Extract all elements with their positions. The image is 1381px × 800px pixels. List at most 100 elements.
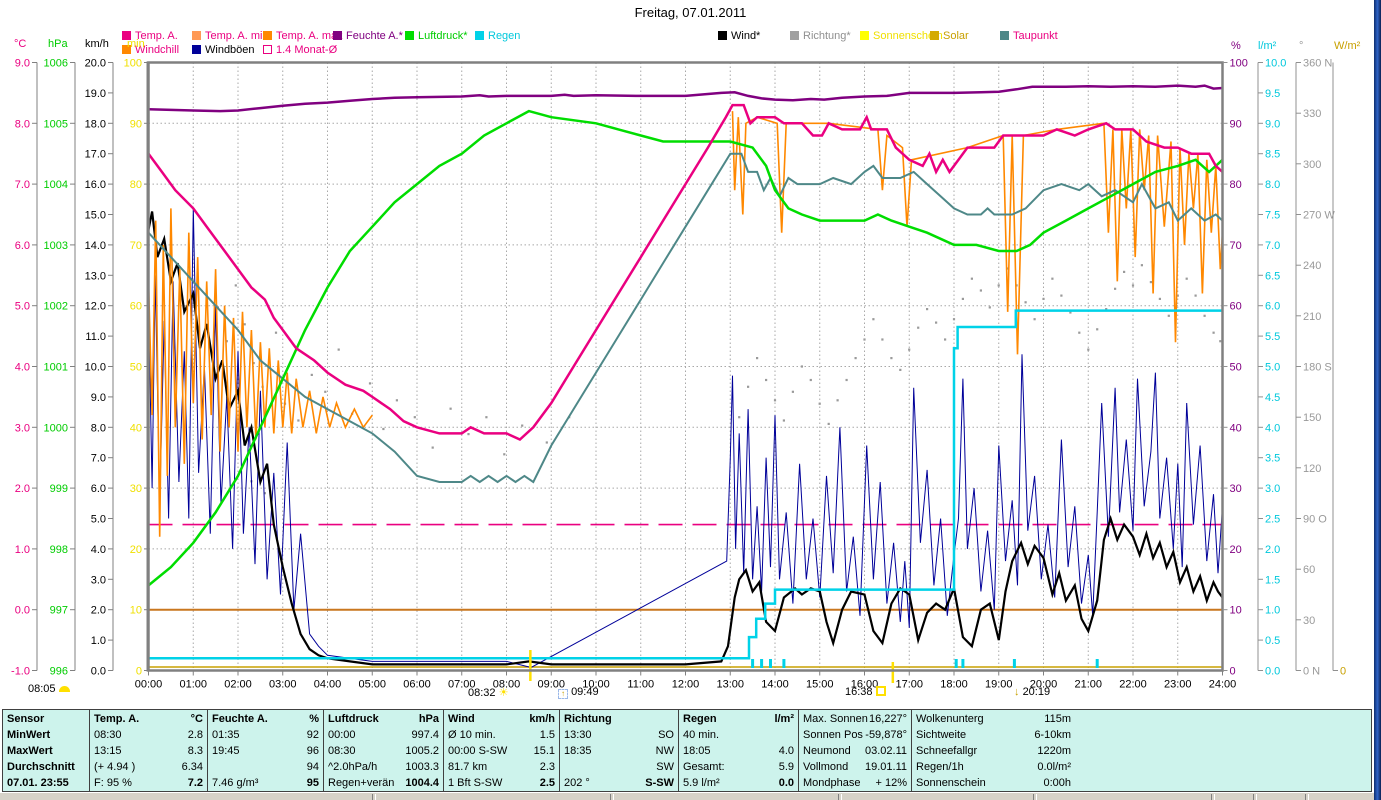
series-wind [147,211,1224,666]
legend-swatch-icon [192,31,201,40]
svg-text:8.0: 8.0 [91,422,106,434]
series-taupunkt [147,152,1224,484]
svg-text:1003: 1003 [44,240,68,252]
legend-swatch-icon [718,31,727,40]
svg-text:70: 70 [1230,240,1242,252]
svg-text:3.0: 3.0 [15,422,30,434]
svg-text:0.0: 0.0 [91,666,106,678]
table-cell: Sonnen Pos [803,729,863,741]
legend-swatch-icon [1000,31,1009,40]
table-cell: Regen/1h [916,761,964,773]
svg-text:7.0: 7.0 [91,453,106,465]
svg-text:1004: 1004 [44,179,68,191]
table-row: MinWert [7,727,85,743]
table-column-feuchte-a-: Feuchte A.% 01:35 92 19:45 96 94 7.46 g/m³ 95 [207,710,323,791]
table-cell: 2.8 [187,729,203,741]
table-cell: ^2.0hPa/h [328,761,378,773]
svg-text:360 N: 360 N [1303,58,1332,70]
svg-text:07:00: 07:00 [448,679,476,691]
legend-label: Taupunkt [1013,30,1058,42]
svg-text:50: 50 [1230,362,1242,374]
table-cell: 00:00 S-SW [448,745,508,757]
report-time: 08:05 [28,683,70,695]
axis-left-1: 1006 1005 1004 1003 1002 1001 1000 999 998 997 996 [44,58,76,678]
table-row: 13:15 8.3 [94,743,203,759]
table-row: 00:00 S-SW 15.1 [448,743,555,759]
table-cell: 01:35 [212,729,240,741]
series-windchill [147,208,373,537]
x-axis: 00:00 01:00 02:00 03:00 04:00 05:00 06:00 07:00… [135,670,1236,691]
table-row: 08:30 1005.2 [328,743,439,759]
svg-text:22:00: 22:00 [1119,679,1147,691]
svg-text:15:00: 15:00 [806,679,834,691]
svg-text:08:00: 08:00 [493,679,521,691]
table-column-pairs8: Wolkenunterg 115m Sichtweite 6-10km Schneefa… [911,710,1371,791]
svg-text:02:00: 02:00 [224,679,252,691]
svg-text:21:00: 21:00 [1074,679,1102,691]
table-cell: 2.3 [539,761,555,773]
table-cell: -59,878° [865,729,907,741]
legend-swatch-icon [263,45,272,54]
legend-item-temp-a-: Temp. A. [122,30,178,42]
svg-text:4.0: 4.0 [1265,422,1280,434]
table-cell: 15.1 [533,745,555,757]
table-row: Durchschnitt [7,759,85,775]
table-cell: Richtung [564,713,612,725]
svg-text:70: 70 [130,240,142,252]
table-row: 07.01. 23:55 [7,775,85,791]
desktop-strip [1374,0,1381,800]
svg-text:8.0: 8.0 [15,118,30,130]
table-cell: 96 [306,745,319,757]
status-bar-divider [1033,794,1037,800]
legend-label: Feuchte A.* [346,30,403,42]
table-row: 18:05 4.0 [683,743,794,759]
svg-text:4.0: 4.0 [91,544,106,556]
table-row: Max. Sonnen 16,227° [803,711,907,727]
svg-text:9.0: 9.0 [1265,118,1280,130]
svg-text:0.5: 0.5 [1265,635,1280,647]
svg-text:-1.0: -1.0 [11,666,30,678]
table-row: 19:45 96 [212,743,319,759]
table-column-rowheader0: Sensor MinWert MaxWert Durchschnitt 07.01. 2… [3,710,89,791]
table-column-temp-a-: Temp. A. °C 08:30 2.8 13:15 8.3 (+ 4.94 ) 6.34 F… [89,710,207,791]
table-cell: Neumond [803,745,851,757]
svg-text:6.0: 6.0 [91,483,106,495]
svg-text:1001: 1001 [44,362,68,374]
moonrise-time: 09:49 [571,686,599,698]
legend-swatch-icon [930,31,939,40]
table-cell: 19.01.11 [864,761,907,773]
table-cell: km/h [529,713,555,725]
svg-text:10.0: 10.0 [1265,58,1286,70]
table-row: Sensor [7,711,85,727]
svg-text:01:00: 01:00 [179,679,207,691]
table-cell: 94 [306,761,319,773]
table-row: Sichtweite 6-10km [916,727,1071,743]
table-cell: S-SW [645,777,674,789]
table-cell: 08:30 [328,745,356,757]
table-cell: 0.0l/m² [1037,761,1071,773]
legend-label: Windchill [135,44,180,56]
svg-text:30: 30 [1303,615,1315,627]
svg-text:1.0: 1.0 [1265,605,1280,617]
svg-text:19.0: 19.0 [85,88,106,100]
svg-text:10: 10 [1230,605,1242,617]
table-cell: Sonnenschein [916,777,986,789]
sun-mound-icon [58,686,70,692]
table-cell: 5.9 [778,761,794,773]
table-row: 08:30 2.8 [94,727,203,743]
table-cell: 5.9 l/m² [683,777,720,789]
table-row: 1 Bft S-SW 2.5 [448,775,555,791]
table-cell: SO [658,729,674,741]
legend-label: Richtung* [803,30,851,42]
table-cell: MaxWert [7,745,53,757]
table-cell: Wind [448,713,475,725]
svg-text:20: 20 [1230,544,1242,556]
legend-item-wind-: Wind* [718,30,760,42]
svg-text:00:00: 00:00 [135,679,163,691]
table-cell: 0.0 [778,777,794,789]
table-row: 94 [212,759,319,775]
sunset-annotation: 16:38 [845,686,886,698]
svg-text:11:00: 11:00 [627,679,654,691]
svg-text:11.0: 11.0 [85,331,106,343]
table-row: 5.9 l/m² 0.0 [683,775,794,791]
